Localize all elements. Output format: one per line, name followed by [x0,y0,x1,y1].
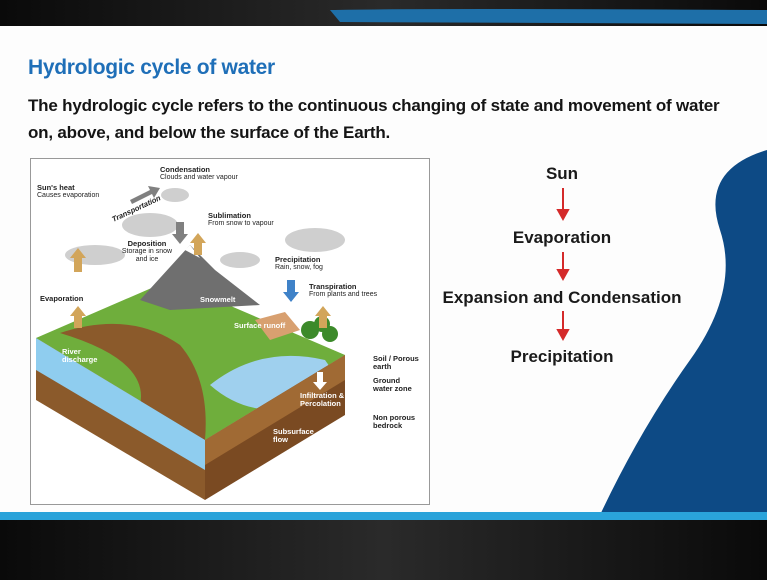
label-title: Sun's heat [37,184,99,192]
label-title: Sublimation [208,212,274,220]
flow-step: Expansion and Condensation [412,288,712,308]
flow-step: Evaporation [412,228,712,248]
flow-step: Precipitation [412,347,712,367]
label-title: River discharge [62,348,104,364]
label: Non porous bedrock [373,414,421,430]
side-wave [600,150,767,515]
bottom-stripe [0,512,767,520]
label: Infiltration & Percolation [300,392,350,408]
label-title: Deposition [118,240,176,248]
label: Evaporation [40,295,83,303]
bottom-bar [0,520,767,580]
label-note: Rain, snow, fog [275,264,323,271]
label-title: Transpiration [309,283,377,291]
label-note: From plants and trees [309,291,377,298]
label-title: Ground water zone [373,377,417,393]
label-title: Subsurface flow [273,428,313,444]
slide: Hydrologic cycle of water The hydrologic… [0,0,767,580]
label-title: Precipitation [275,256,323,264]
label-title: Snowmelt [200,296,235,304]
slide-title: Hydrologic cycle of water [28,56,275,80]
label-note: Causes evaporation [37,192,99,199]
label: River discharge [62,348,104,364]
label-title: Non porous bedrock [373,414,421,430]
label-note: From snow to vapour [208,220,274,227]
label-title: Surface runoff [234,322,285,330]
flow-step: Sun [412,164,712,184]
label-title: Condensation [160,166,238,174]
label: Snowmelt [200,296,235,304]
label-note: Clouds and water vapour [160,174,238,181]
label: Ground water zone [373,377,417,393]
label-title: Infiltration & Percolation [300,392,350,408]
label-title: Evaporation [40,295,83,303]
slide-text: The hydrologic cycle refers to the conti… [28,92,728,146]
label-note: Storage in snow and ice [122,248,172,263]
label: Surface runoff [234,322,285,330]
top-stripe [330,9,767,24]
flow-arrows [558,188,568,339]
label: Subsurface flow [273,428,313,444]
